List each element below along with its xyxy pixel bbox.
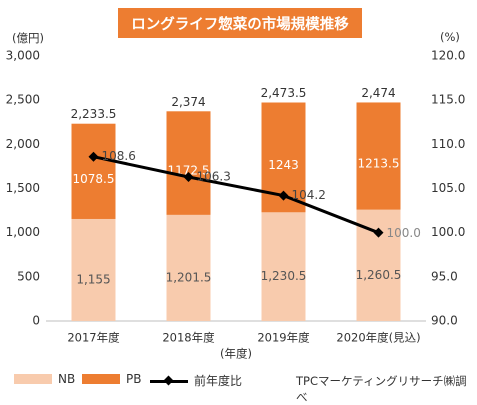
yoy-marker-1 xyxy=(183,172,194,183)
legend-item-yoy: 前年度比 xyxy=(150,372,242,389)
nb-data-label-2: 1,230.5 xyxy=(261,269,307,283)
yoy-data-label-0: 108.6 xyxy=(102,149,136,163)
yoy-marker-0 xyxy=(88,151,99,162)
y2-tick-label-4: 110.0 xyxy=(431,137,465,151)
yoy-data-label-2: 104.2 xyxy=(292,188,326,202)
pb-data-label-3: 1213.5 xyxy=(358,157,400,171)
legend-item-pb: PB xyxy=(82,372,141,386)
bar-nb-0 xyxy=(71,218,116,321)
total-label-3: 2,474 xyxy=(361,86,395,100)
y2-tick-label-1: 95.0 xyxy=(431,269,458,283)
pb-data-label-0: 1078.5 xyxy=(73,172,115,186)
legend-label-nb: NB xyxy=(58,372,76,386)
legend-label-pb: PB xyxy=(126,372,142,386)
bar-nb-1 xyxy=(166,214,211,321)
y-tick-label-6: 3,000 xyxy=(6,49,40,63)
y2-tick-label-2: 100.0 xyxy=(431,225,465,239)
pb-data-label-2: 1243 xyxy=(268,158,299,172)
nb-data-label-0: 1,155 xyxy=(76,272,110,286)
bar-pb-1 xyxy=(166,111,211,215)
chart-title: ロングライフ惣菜の市場規模推移 xyxy=(118,8,362,38)
total-label-1: 2,374 xyxy=(171,95,205,109)
yoy-data-label-1: 106.3 xyxy=(197,170,231,184)
legend-swatch-pb xyxy=(82,374,120,384)
source-note: TPCマーケティングリサーチ㈱調べ xyxy=(296,374,467,404)
nb-data-label-3: 1,260.5 xyxy=(356,268,402,282)
legend-label-yoy: 前年度比 xyxy=(194,374,243,388)
y-tick-label-4: 2,000 xyxy=(6,137,40,151)
legend-swatch-nb xyxy=(14,374,52,384)
x-tick-label-0: 2017年度 xyxy=(67,331,120,345)
yoy-data-label-3: 100.0 xyxy=(387,226,421,240)
y2-tick-label-3: 105.0 xyxy=(431,181,465,195)
bar-nb-2 xyxy=(261,212,306,321)
bar-pb-3 xyxy=(356,102,401,210)
legend-item-nb: NB xyxy=(14,372,75,386)
total-label-2: 2,473.5 xyxy=(261,86,307,100)
y-tick-label-2: 1,000 xyxy=(6,225,40,239)
y2-tick-label-5: 115.0 xyxy=(431,93,465,107)
legend: NB PB 前年度比 xyxy=(0,372,477,392)
y2-tick-label-6: 120.0 xyxy=(431,49,465,63)
left-axis-unit: (億円) xyxy=(12,31,44,45)
x-tick-label-1: 2018年度 xyxy=(162,331,215,345)
y-tick-label-5: 2,500 xyxy=(6,93,40,107)
y-tick-label-1: 500 xyxy=(17,269,40,283)
y-tick-label-3: 1,500 xyxy=(6,181,40,195)
yoy-marker-2 xyxy=(278,190,289,201)
total-label-0: 2,233.5 xyxy=(71,107,117,121)
x-axis-title: (年度) xyxy=(220,347,252,361)
right-axis-unit: (%) xyxy=(440,30,460,44)
chart-plot: 0 500 1,000 1,500 2,000 2,500 3,000 90.0 95.0 100… xyxy=(6,49,466,361)
bar-pb-0 xyxy=(71,123,116,219)
legend-swatch-yoy xyxy=(150,376,188,386)
nb-data-label-1: 1,201.5 xyxy=(166,270,212,284)
yoy-line xyxy=(93,155,380,235)
x-tick-label-3: 2020年度(見込) xyxy=(336,331,420,345)
x-tick-label-2: 2019年度 xyxy=(257,331,310,345)
y2-tick-label-0: 90.0 xyxy=(431,314,458,328)
y-tick-label-0: 0 xyxy=(32,314,40,328)
yoy-marker-3 xyxy=(373,227,384,238)
